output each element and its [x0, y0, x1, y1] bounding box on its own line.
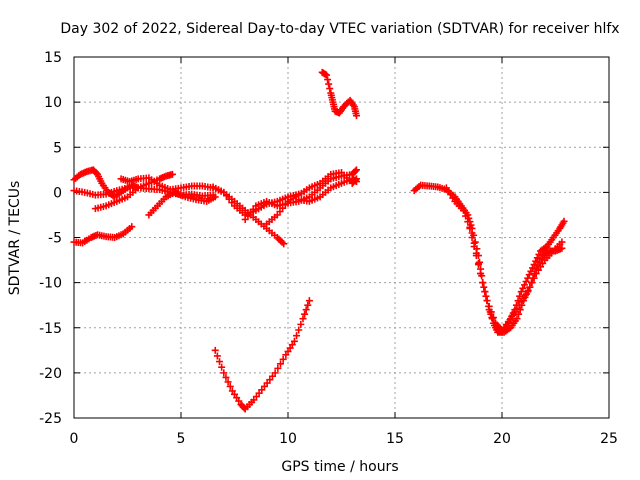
data-point [488, 315, 496, 323]
data-point [351, 167, 359, 175]
data-point [352, 112, 360, 120]
data-point [326, 85, 334, 93]
data-point [293, 332, 301, 340]
data-point [487, 308, 495, 316]
series-arc-11 [211, 297, 313, 413]
data-point [297, 320, 305, 328]
axis-tick-labels: 0 5 10 15 20 25 -25 -20 -15 -10 -5 0 5 10 15 [39, 50, 618, 447]
data-point [325, 80, 333, 88]
series-arc-6 [145, 188, 219, 219]
data-point [211, 346, 219, 354]
data-point [481, 288, 489, 296]
series-arc-15 [466, 224, 566, 334]
data-point [524, 288, 532, 296]
y-tick-label: -10 [39, 276, 62, 292]
data-point [168, 170, 176, 178]
data-point [468, 234, 476, 241]
data-point [474, 261, 482, 269]
data-point [516, 292, 524, 300]
data-point [213, 352, 221, 360]
data-point [530, 274, 538, 282]
data-point [324, 76, 332, 84]
y-tick-label: 15 [44, 50, 62, 66]
x-axis-label: GPS time / hours [281, 459, 398, 475]
x-tick-label: 25 [600, 431, 618, 447]
y-tick-label: -15 [39, 321, 62, 337]
data-point [128, 223, 136, 231]
data-point [290, 337, 298, 345]
data-point [513, 315, 521, 323]
data-point [271, 369, 279, 377]
x-tick-label: 20 [493, 431, 511, 447]
y-tick-label: -20 [39, 366, 62, 382]
data-series [70, 68, 568, 413]
data-point [472, 252, 480, 260]
data-point [352, 166, 360, 174]
data-point [218, 363, 226, 371]
data-point [304, 301, 312, 309]
data-point [477, 270, 485, 278]
grid-lines [74, 57, 609, 418]
data-point [526, 283, 534, 291]
data-point [323, 71, 331, 79]
data-point [479, 279, 487, 287]
data-point [280, 240, 288, 248]
data-point [302, 306, 310, 314]
data-point [299, 315, 307, 323]
x-tick-label: 5 [177, 431, 186, 447]
data-point [558, 244, 566, 252]
data-point [277, 360, 285, 368]
data-point [489, 314, 497, 322]
series-arc-1 [70, 223, 136, 247]
data-point [224, 378, 232, 386]
data-point [301, 310, 309, 318]
x-tick-label: 15 [386, 431, 404, 447]
data-point [240, 404, 248, 412]
data-point [558, 238, 566, 246]
y-tick-label: 10 [44, 95, 62, 111]
y-tick-label: 5 [53, 140, 62, 156]
data-point [462, 212, 470, 220]
data-point [459, 206, 467, 214]
data-point [226, 382, 234, 390]
data-point [515, 310, 523, 318]
data-point [480, 283, 488, 291]
series-arc-10 [295, 175, 360, 205]
data-point [305, 297, 313, 305]
chart-title: Day 302 of 2022, Sidereal Day-to-day VTE… [60, 21, 619, 37]
y-tick-label: -5 [48, 231, 62, 247]
data-point [222, 373, 230, 381]
data-point [482, 292, 490, 300]
series-arc-12 [318, 68, 360, 120]
data-point [483, 297, 491, 305]
data-point [466, 224, 474, 232]
data-point [560, 217, 568, 225]
x-tick-label: 0 [70, 431, 79, 447]
data-point [471, 238, 479, 246]
data-point [216, 358, 224, 366]
data-point [485, 302, 493, 310]
data-point [514, 297, 522, 305]
data-point [220, 369, 228, 377]
data-point [211, 193, 219, 201]
y-tick-label: 0 [53, 185, 62, 201]
y-axis-label: SDTVAR / TECUs [7, 181, 23, 296]
axis-ticks [73, 56, 610, 419]
x-tick-label: 10 [279, 431, 297, 447]
data-point [528, 279, 536, 287]
data-point [295, 326, 303, 334]
y-tick-label: -25 [39, 411, 62, 427]
data-point [470, 243, 478, 251]
data-point [274, 364, 282, 372]
data-point [352, 178, 360, 186]
data-point [464, 218, 472, 226]
data-point [279, 355, 287, 363]
